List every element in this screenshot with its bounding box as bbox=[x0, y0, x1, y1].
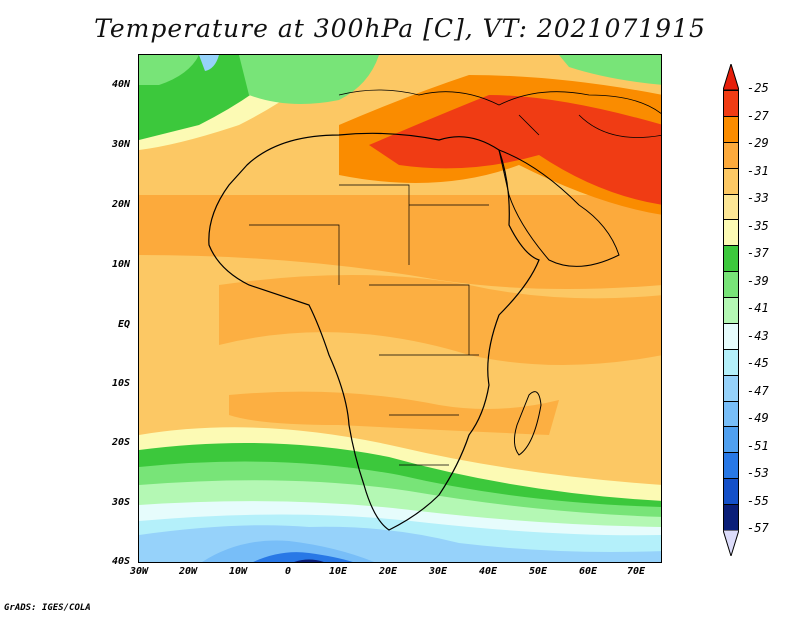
x-tick-60e: 60E bbox=[578, 566, 598, 577]
colorbar-label: -25 bbox=[747, 81, 769, 95]
colorbar-swatch bbox=[723, 348, 739, 376]
colorbar-swatch bbox=[723, 374, 739, 402]
colorbar-swatch bbox=[723, 297, 739, 324]
colorbar-swatch bbox=[723, 271, 739, 299]
x-tick-30w: 30W bbox=[129, 566, 149, 577]
colorbar-top-arrow bbox=[723, 64, 739, 90]
colorbar-swatch bbox=[723, 90, 739, 117]
temperature-field bbox=[139, 55, 661, 562]
x-tick-20w: 20W bbox=[178, 566, 198, 577]
y-tick-10n: 10N bbox=[111, 259, 130, 270]
y-tick-30n: 30N bbox=[111, 139, 130, 150]
colorbar-swatch bbox=[723, 400, 739, 428]
colorbar-swatch bbox=[723, 141, 739, 169]
colorbar-bottom-arrow bbox=[723, 530, 739, 556]
colorbar-swatch bbox=[723, 478, 739, 506]
colorbar-label: -35 bbox=[747, 218, 769, 233]
colorbar-label: -37 bbox=[747, 246, 769, 260]
colorbar-label: -49 bbox=[747, 411, 769, 425]
colorbar-swatch bbox=[723, 193, 739, 221]
colorbar-label: -53 bbox=[747, 466, 769, 480]
colorbar-label: -55 bbox=[747, 493, 769, 508]
colorbar-label: -45 bbox=[747, 356, 769, 370]
colorbar-swatch bbox=[723, 504, 739, 531]
colorbar-label: -27 bbox=[747, 108, 769, 123]
y-tick-10s: 10S bbox=[111, 378, 130, 389]
y-tick-40s: 40S bbox=[111, 556, 130, 567]
colorbar-swatch bbox=[723, 322, 739, 350]
colorbar-label: -41 bbox=[747, 301, 769, 315]
y-tick-eq: EQ bbox=[117, 319, 130, 330]
colorbar-label: -33 bbox=[747, 191, 769, 205]
country-borders bbox=[208, 89, 661, 531]
colorbar-label: -29 bbox=[747, 136, 769, 150]
colorbar-swatch bbox=[723, 115, 739, 143]
y-tick-40n: 40N bbox=[111, 79, 130, 90]
colorbar-swatch bbox=[723, 245, 739, 273]
map-panel bbox=[138, 54, 662, 563]
colorbar-swatch bbox=[723, 167, 739, 195]
colorbar-swatch bbox=[723, 426, 739, 454]
x-tick-30e: 30E bbox=[428, 566, 448, 577]
colorbar-label: -39 bbox=[747, 273, 769, 288]
colorbar-label: -31 bbox=[747, 163, 769, 178]
y-tick-20n: 20N bbox=[111, 199, 130, 210]
x-tick-70e: 70E bbox=[626, 566, 646, 577]
colorbar-label: -57 bbox=[747, 521, 769, 535]
x-tick-0: 0 bbox=[284, 566, 292, 577]
y-tick-20s: 20S bbox=[111, 437, 130, 448]
colorbar-swatch bbox=[723, 452, 739, 480]
colorbar-swatch bbox=[723, 219, 739, 247]
y-tick-30s: 30S bbox=[111, 497, 130, 508]
colorbar-label: -47 bbox=[747, 383, 769, 398]
x-tick-40e: 40E bbox=[478, 566, 498, 577]
colorbar-label: -51 bbox=[747, 438, 769, 453]
x-tick-20e: 20E bbox=[378, 566, 398, 577]
x-tick-10w: 10W bbox=[228, 566, 248, 577]
credit-text: GrADS: IGES/COLA bbox=[4, 603, 91, 613]
chart-title: Temperature at 300hPa [C], VT: 202107191… bbox=[94, 14, 706, 43]
colorbar-label: -43 bbox=[747, 328, 769, 343]
x-tick-10e: 10E bbox=[328, 566, 348, 577]
x-tick-50e: 50E bbox=[528, 566, 548, 577]
